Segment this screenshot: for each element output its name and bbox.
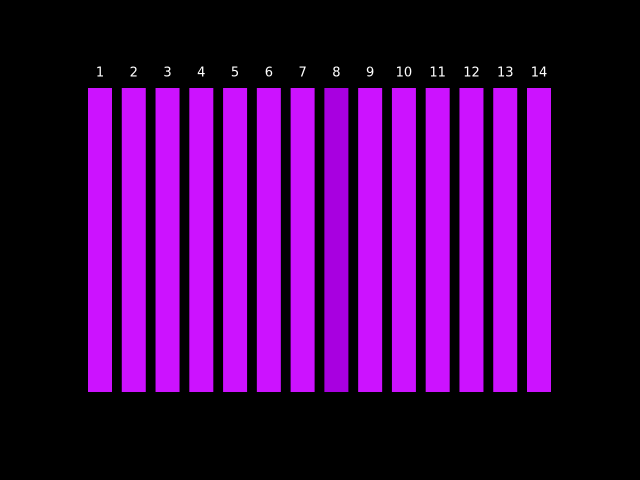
- bar-label: 11: [429, 66, 446, 81]
- bar: [223, 88, 248, 392]
- bar: [290, 88, 315, 392]
- bar-label: 6: [265, 66, 273, 81]
- bar-label: 13: [497, 66, 514, 81]
- bar: [391, 88, 416, 392]
- bar-label: 7: [298, 66, 306, 81]
- bar: [155, 88, 180, 392]
- bar-label: 4: [197, 66, 205, 81]
- bar: [358, 88, 383, 392]
- bar: [121, 88, 146, 392]
- bar-label: 14: [531, 66, 548, 81]
- bar: [256, 88, 281, 392]
- bar: [425, 88, 450, 392]
- bar-label: 1: [96, 66, 104, 81]
- bar-label: 8: [332, 66, 340, 81]
- bar-label: 2: [130, 66, 138, 81]
- bar-label: 5: [231, 66, 239, 81]
- bar: [459, 88, 484, 392]
- bar: [189, 88, 214, 392]
- bar: [527, 88, 551, 392]
- bar-label: 9: [366, 66, 374, 81]
- bar-label: 12: [463, 66, 480, 81]
- bar: [324, 88, 349, 392]
- bar: [493, 88, 518, 392]
- bar: [88, 88, 112, 392]
- bar-label: 10: [396, 66, 413, 81]
- bar-label: 3: [163, 66, 171, 81]
